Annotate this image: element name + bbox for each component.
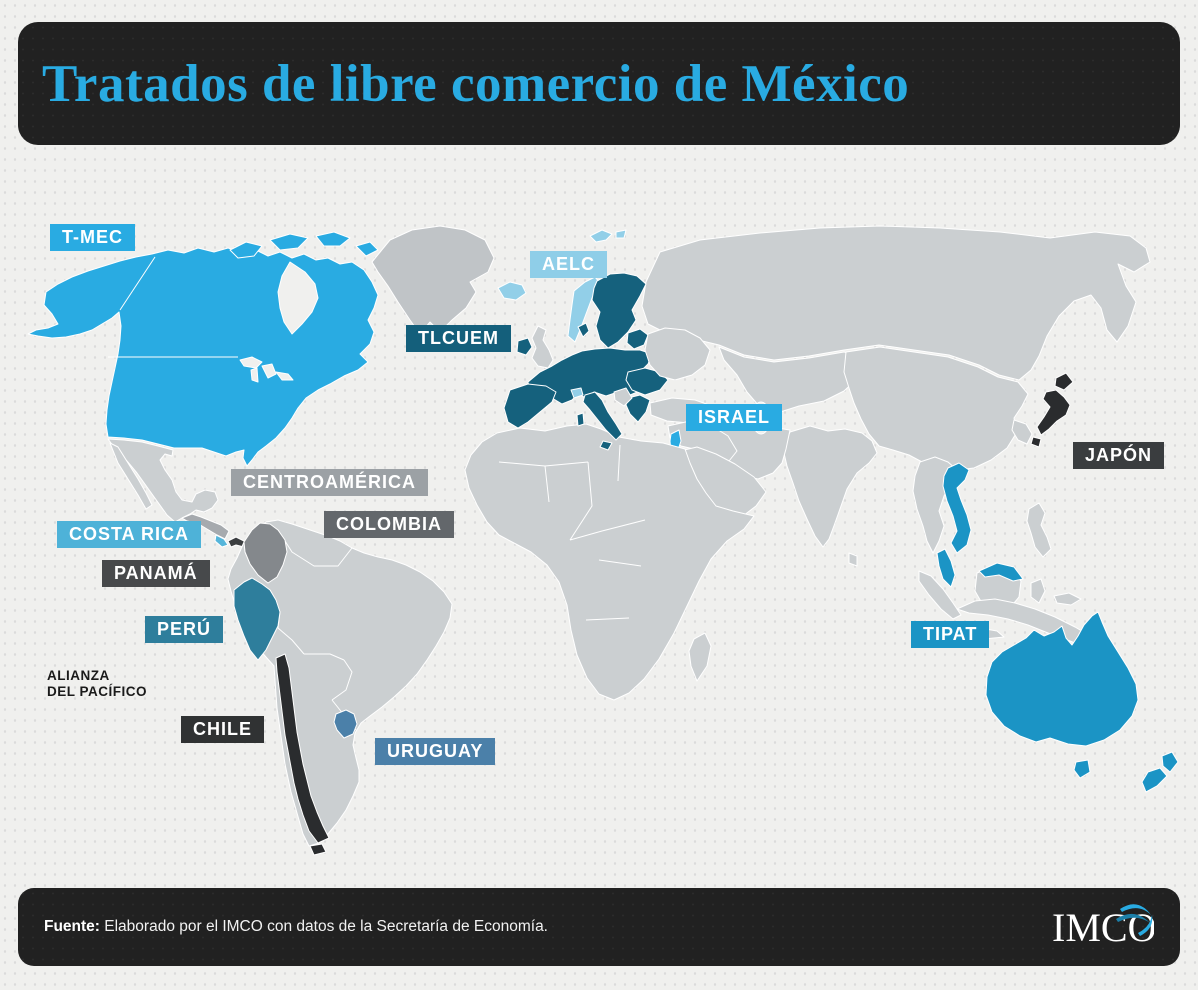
country-china — [843, 346, 1029, 471]
country-iceland — [497, 281, 527, 301]
label-centroamerica: CENTROAMÉRICA — [231, 469, 428, 496]
island-sardinia — [576, 412, 585, 427]
country-japan-honshu — [1036, 389, 1071, 436]
great-lakes — [261, 363, 277, 379]
region-baltics — [626, 328, 649, 350]
label-peru: PERÚ — [145, 616, 224, 643]
country-india — [782, 425, 878, 548]
country-russia — [641, 225, 1151, 381]
region-iberia — [503, 383, 557, 429]
island-sumatra — [918, 570, 962, 620]
label-chile: CHILE — [181, 716, 264, 743]
region-central-asia — [718, 346, 869, 414]
country-colombia — [243, 522, 288, 584]
country-new-zealand-south — [1141, 767, 1168, 793]
imco-logo: IMCO — [1052, 904, 1154, 950]
great-lakes — [239, 356, 263, 369]
source-body: Elaborado por el IMCO con datos de la Se… — [99, 918, 548, 935]
hudson-bay — [277, 261, 319, 335]
region-romania-bulgaria — [625, 367, 669, 396]
island-svalbard — [589, 229, 613, 243]
label-panama: PANAMÁ — [102, 560, 210, 587]
page-title: Tratados de libre comercio de México — [42, 54, 910, 113]
label-alianza-del-pacifico: ALIANZA DEL PACÍFICO — [47, 668, 147, 700]
label-tlcuem: TLCUEM — [406, 325, 511, 352]
country-costa-rica — [214, 534, 229, 548]
country-greece — [625, 394, 651, 423]
label-tipat: TIPAT — [911, 621, 990, 648]
label-tmec: T-MEC — [50, 224, 135, 251]
country-greenland — [371, 225, 495, 335]
country-denmark — [577, 322, 590, 338]
arctic-islands — [315, 231, 351, 247]
country-mexico — [107, 438, 219, 523]
imco-logo-swoosh-light — [1120, 904, 1151, 915]
country-malaysia-peninsula — [936, 548, 956, 588]
label-japon: JAPÓN — [1073, 442, 1165, 469]
country-uruguay — [333, 709, 358, 739]
arctic-islands — [355, 241, 379, 257]
country-australia — [985, 611, 1139, 747]
label-aelc: AELC — [530, 251, 607, 278]
label-colombia: COLOMBIA — [324, 511, 454, 538]
island-svalbard-east — [615, 229, 627, 239]
arctic-islands — [229, 241, 263, 259]
region-ukraine-belarus — [644, 327, 711, 381]
great-lakes — [250, 367, 259, 383]
island-sri-lanka — [848, 552, 858, 567]
island-sicily — [599, 440, 613, 451]
country-korea — [1011, 419, 1033, 445]
country-italy — [582, 391, 623, 441]
north-america-borders — [108, 256, 238, 358]
source-text: Fuente: Elaborado por el IMCO con datos … — [18, 918, 548, 936]
country-uk — [531, 325, 554, 369]
country-vietnam — [942, 462, 972, 554]
great-lakes — [275, 371, 294, 381]
label-costa-rica: COSTA RICA — [57, 521, 201, 548]
country-philippines — [1026, 502, 1052, 558]
country-ireland — [516, 337, 533, 356]
imco-logo-swoosh-tail — [1138, 915, 1153, 936]
country-chile — [275, 653, 330, 844]
imco-logo-text: IMCO — [1052, 905, 1154, 950]
label-uruguay: URUGUAY — [375, 738, 496, 765]
islands-east-indonesia — [1053, 592, 1082, 606]
country-japan-hokkaido — [1054, 372, 1074, 391]
country-japan-kyushu — [1030, 436, 1042, 448]
source-label: Fuente: — [44, 918, 100, 935]
label-israel: ISRAEL — [686, 404, 783, 431]
south-america-borders — [269, 529, 357, 731]
island-madagascar — [688, 632, 712, 682]
country-peru — [233, 577, 281, 661]
country-new-zealand-north — [1161, 751, 1179, 773]
country-switzerland — [570, 387, 584, 399]
region-balkans — [613, 387, 633, 407]
island-tasmania — [1073, 759, 1091, 779]
continent-south-america — [227, 519, 453, 847]
peninsula-baja-california — [109, 442, 153, 510]
header-panel: Tratados de libre comercio de México — [18, 22, 1180, 145]
label-alianza-line2: DEL PACÍFICO — [47, 684, 148, 699]
country-malaysia-borneo — [978, 562, 1024, 582]
island-tierra-del-fuego — [309, 843, 327, 856]
label-alianza-line1: ALIANZA — [47, 668, 110, 683]
island-sulawesi — [1030, 578, 1046, 604]
imco-logo-swoosh-dark — [1116, 913, 1150, 923]
africa-borders — [498, 444, 646, 621]
footer-panel: Fuente: Elaborado por el IMCO con datos … — [18, 888, 1180, 966]
region-sweden-finland — [591, 272, 647, 349]
arctic-islands — [269, 233, 309, 251]
